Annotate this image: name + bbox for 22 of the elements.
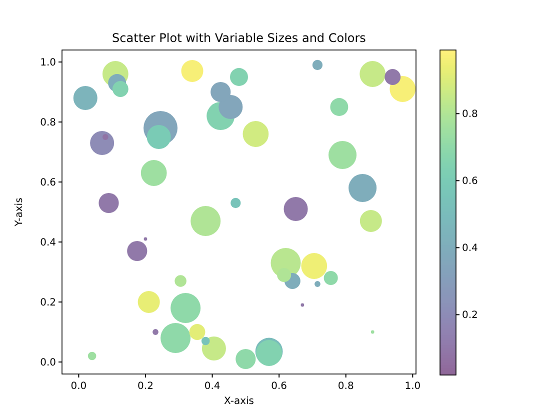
point bbox=[360, 210, 382, 232]
y-tick-label: 0.2 bbox=[40, 298, 56, 308]
x-tick-label: 0.6 bbox=[271, 381, 288, 392]
y-tick-label: 0.0 bbox=[40, 358, 56, 368]
point bbox=[181, 60, 204, 82]
color-bar-label: 0.6 bbox=[462, 176, 478, 188]
chart-title: Scatter Plot with Variable Sizes and Colors bbox=[112, 31, 366, 45]
color-bar-label: 0.8 bbox=[462, 109, 478, 120]
x-tick-label: 1.0 bbox=[404, 381, 421, 392]
x-tick-label: 0.4 bbox=[204, 381, 220, 392]
y-tick-label: 1.0 bbox=[40, 58, 56, 68]
x-axis-title: X-axis bbox=[224, 396, 254, 407]
y-axis-title: Y-axis bbox=[14, 198, 25, 228]
x-tick-label: 0.8 bbox=[338, 381, 354, 392]
point bbox=[138, 291, 160, 313]
y-tick-label: 0.8 bbox=[40, 118, 56, 128]
x-tick-label: 0.2 bbox=[138, 381, 154, 392]
y-tick-label: 0.6 bbox=[40, 178, 56, 188]
color-bar-label: 0.4 bbox=[462, 243, 478, 254]
y-tick-label: 0.4 bbox=[40, 238, 56, 248]
x-tick-label: 0.0 bbox=[70, 381, 87, 392]
color-bar-label: 0.2 bbox=[462, 310, 478, 322]
